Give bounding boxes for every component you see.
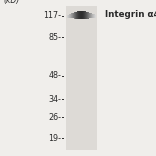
Text: 26-: 26- <box>48 113 61 122</box>
Text: (kD): (kD) <box>3 0 19 5</box>
Text: 117-: 117- <box>43 11 61 20</box>
Text: 85-: 85- <box>48 33 61 42</box>
Text: 19-: 19- <box>48 134 61 143</box>
Text: Integrin α4: Integrin α4 <box>105 10 156 19</box>
Text: 48-: 48- <box>48 71 61 80</box>
Text: 34-: 34- <box>48 95 61 104</box>
Bar <box>66 6 97 150</box>
